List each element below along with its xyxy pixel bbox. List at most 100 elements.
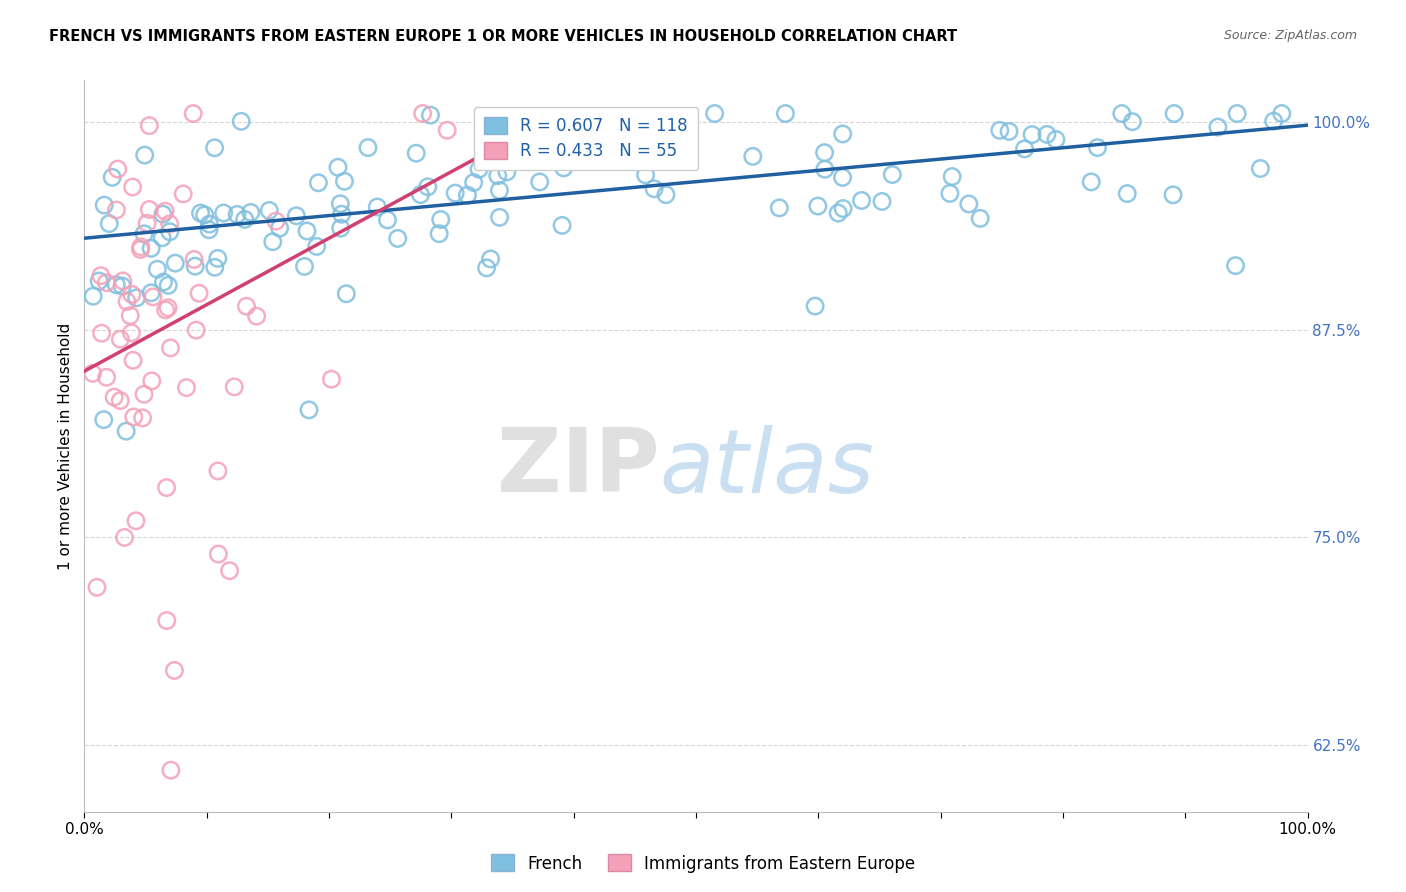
Point: [475, 260, 498, 275]
Point: [295, 224, 318, 238]
Point: [643, 182, 665, 196]
Point: [321, 372, 343, 386]
Point: [115, 294, 138, 309]
Point: [188, 286, 211, 301]
Point: [141, 241, 163, 255]
Point: [1111, 106, 1133, 120]
Point: [138, 202, 160, 217]
Point: [186, 323, 208, 337]
Point: [231, 114, 253, 128]
Point: [235, 299, 257, 313]
Point: [409, 187, 432, 202]
Point: [224, 380, 246, 394]
Point: [479, 252, 502, 266]
Point: [101, 170, 124, 185]
Point: [165, 256, 187, 270]
Point: [1263, 114, 1285, 128]
Point: [775, 106, 797, 120]
Point: [105, 202, 128, 217]
Point: [804, 299, 827, 313]
Point: [416, 179, 439, 194]
Point: [586, 151, 609, 165]
Legend: French, Immigrants from Eastern Europe: French, Immigrants from Eastern Europe: [484, 847, 922, 880]
Point: [1163, 106, 1185, 120]
Point: [111, 274, 134, 288]
Point: [122, 353, 145, 368]
Point: [152, 275, 174, 289]
Point: [551, 219, 574, 233]
Point: [204, 141, 226, 155]
Point: [111, 279, 134, 293]
Point: [827, 206, 849, 220]
Point: [814, 162, 837, 177]
Point: [190, 206, 212, 220]
Point: [486, 169, 509, 183]
Point: [107, 162, 129, 177]
Point: [813, 145, 835, 160]
Point: [155, 302, 177, 317]
Point: [969, 211, 991, 226]
Point: [98, 217, 121, 231]
Text: atlas: atlas: [659, 425, 875, 511]
Point: [204, 260, 226, 275]
Point: [157, 301, 180, 315]
Point: [1087, 140, 1109, 154]
Point: [488, 183, 510, 197]
Point: [326, 161, 349, 175]
Point: [444, 186, 467, 200]
Point: [832, 202, 855, 216]
Point: [184, 259, 207, 273]
Point: [183, 252, 205, 267]
Point: [138, 119, 160, 133]
Point: [121, 180, 143, 194]
Point: [939, 186, 962, 201]
Point: [129, 240, 152, 254]
Point: [110, 332, 132, 346]
Point: [122, 409, 145, 424]
Point: [160, 763, 183, 777]
Point: [998, 124, 1021, 138]
Point: [207, 464, 229, 478]
Point: [553, 161, 575, 175]
Point: [768, 201, 790, 215]
Point: [456, 188, 478, 202]
Point: [634, 168, 657, 182]
Point: [405, 146, 427, 161]
Point: [134, 148, 156, 162]
Point: [103, 390, 125, 404]
Point: [212, 206, 235, 220]
Point: [1226, 106, 1249, 120]
Point: [146, 262, 169, 277]
Point: [136, 216, 159, 230]
Point: [90, 268, 112, 283]
Point: [159, 341, 181, 355]
Point: [142, 290, 165, 304]
Point: [121, 287, 143, 301]
Point: [285, 209, 308, 223]
Point: [1014, 142, 1036, 156]
Point: [96, 370, 118, 384]
Point: [159, 217, 181, 231]
Point: [233, 212, 256, 227]
Point: [1249, 161, 1271, 176]
Point: [1080, 175, 1102, 189]
Point: [831, 127, 853, 141]
Point: [807, 199, 830, 213]
Point: [427, 227, 450, 241]
Point: [125, 291, 148, 305]
Point: [298, 403, 321, 417]
Point: [503, 143, 526, 157]
Point: [529, 175, 551, 189]
Point: [159, 225, 181, 239]
Point: [305, 239, 328, 253]
Point: [1225, 259, 1247, 273]
Point: [468, 162, 491, 177]
Point: [1161, 187, 1184, 202]
Point: [131, 411, 153, 425]
Legend: R = 0.607   N = 118, R = 0.433   N = 55: R = 0.607 N = 118, R = 0.433 N = 55: [474, 107, 697, 169]
Point: [1021, 128, 1043, 142]
Point: [82, 289, 104, 303]
Point: [259, 203, 281, 218]
Point: [294, 260, 316, 274]
Point: [387, 231, 409, 245]
